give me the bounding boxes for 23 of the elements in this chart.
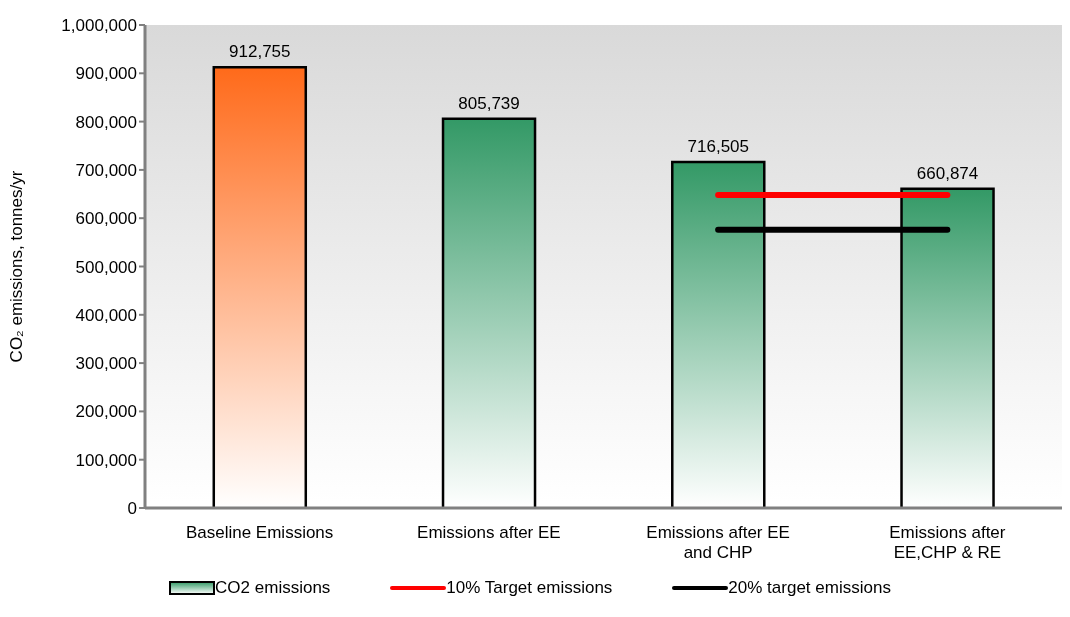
x-tick-label: Baseline Emissions [185, 523, 334, 542]
data-label: 716,505 [687, 136, 749, 156]
y-tick-label: 400,000 [75, 305, 137, 325]
data-label: 660,874 [916, 163, 979, 183]
y-tick-label: 0 [127, 499, 137, 519]
data-label: 912,755 [229, 42, 291, 62]
y-tick-label: 800,000 [75, 112, 137, 132]
legend-label: 20% target emissions [728, 578, 891, 598]
y-tick-label: 1,000,000 [61, 16, 137, 36]
y-tick-label: 700,000 [75, 160, 137, 180]
x-tick-label: Emissions after EE,CHP & RE [889, 523, 1006, 562]
y-tick-label: 100,000 [75, 450, 137, 470]
legend-label: 10% Target emissions [446, 578, 613, 598]
y-tick-label: 200,000 [75, 402, 137, 422]
y-tick-label: 600,000 [75, 209, 137, 229]
x-tick-label: Emissions after EE and CHP [646, 523, 790, 562]
y-tick-label: 300,000 [75, 354, 137, 374]
y-tick-label: 900,000 [75, 64, 137, 84]
legend-label: CO2 emissions [215, 578, 331, 598]
y-tick-label: 500,000 [75, 257, 137, 277]
data-label: 805,739 [458, 93, 520, 113]
y-axis-title: CO₂ emissions, tonnes/yr [7, 170, 27, 363]
x-tick-label: Emissions after EE [417, 523, 561, 542]
